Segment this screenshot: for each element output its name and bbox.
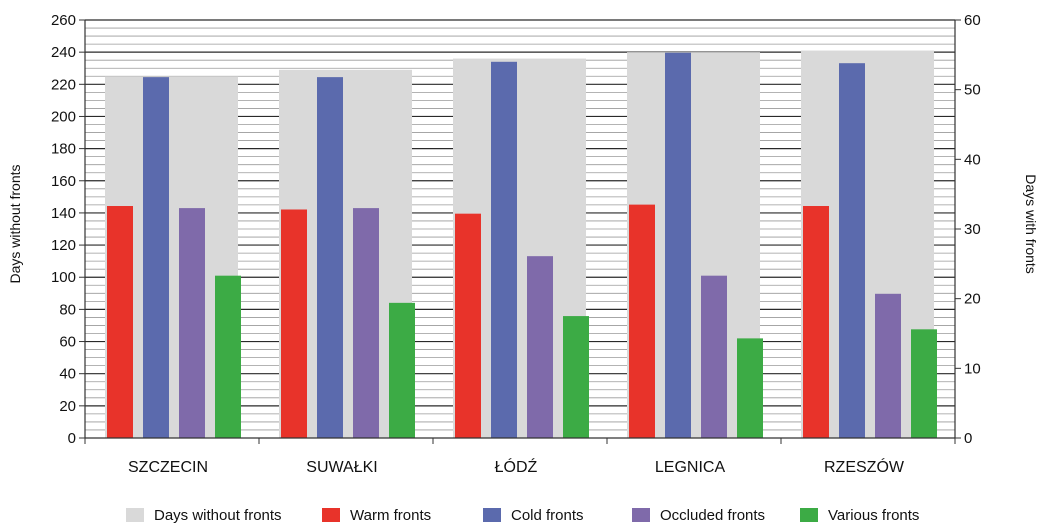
bar-cold-fronts (665, 52, 691, 438)
left-tick-label: 240 (51, 44, 76, 61)
right-axis-ticks: 0 10 20 30 40 50 60 (955, 12, 981, 447)
bar-various-fronts (737, 338, 763, 438)
legend-label: Days without fronts (154, 507, 282, 524)
bar-occluded-fronts (875, 293, 901, 438)
bar-warm-fronts (629, 204, 655, 438)
bar-various-fronts (215, 275, 241, 438)
bar-various-fronts (389, 302, 415, 438)
right-axis-title: Days with fronts (1023, 174, 1038, 274)
right-tick-label: 50 (964, 82, 981, 99)
left-tick-label: 140 (51, 205, 76, 222)
left-tick-label: 100 (51, 269, 76, 286)
left-tick-label: 60 (59, 334, 76, 351)
legend-label: Various fronts (828, 507, 919, 524)
legend-label: Cold fronts (511, 507, 584, 524)
legend-swatch (483, 508, 501, 522)
bar-occluded-fronts (701, 275, 727, 438)
left-tick-label: 200 (51, 108, 76, 125)
category-label: LEGNICA (655, 459, 726, 476)
bar-warm-fronts (107, 206, 133, 438)
left-axis-title: Days without fronts (7, 164, 23, 283)
bar-occluded-fronts (353, 208, 379, 438)
left-tick-label: 180 (51, 141, 76, 158)
left-tick-label: 160 (51, 173, 76, 190)
bar-warm-fronts (455, 213, 481, 438)
legend-label: Warm fronts (350, 507, 431, 524)
bar-cold-fronts (317, 77, 343, 439)
bars (105, 50, 937, 439)
bar-various-fronts (563, 316, 589, 438)
bar-cold-fronts (839, 63, 865, 439)
bar-cold-fronts (491, 61, 517, 439)
left-axis-ticks: 0 20 40 60 80 100 120 140 160 180 200 220 240 260 (51, 12, 85, 447)
legend-swatch (800, 508, 818, 522)
bar-cold-fronts (143, 77, 169, 439)
bar-various-fronts (911, 329, 937, 438)
bar-occluded-fronts (179, 208, 205, 438)
bar-warm-fronts (281, 209, 307, 438)
left-tick-label: 260 (51, 12, 76, 29)
legend: Days without fronts Warm fronts Cold front… (126, 507, 919, 524)
category-label: RZESZÓW (824, 457, 905, 476)
left-tick-label: 20 (59, 398, 76, 415)
category-labels: SZCZECIN SUWAŁKI ŁÓDŹ LEGNICA RZESZÓW (128, 457, 905, 476)
right-tick-label: 10 (964, 360, 981, 377)
right-tick-label: 40 (964, 151, 981, 168)
right-tick-label: 20 (964, 291, 981, 308)
category-label: SUWAŁKI (306, 459, 377, 476)
left-tick-label: 120 (51, 237, 76, 254)
left-tick-label: 0 (68, 430, 76, 447)
bar-occluded-fronts (527, 256, 553, 438)
left-tick-label: 80 (59, 301, 76, 318)
right-tick-label: 30 (964, 221, 981, 238)
left-tick-label: 40 (59, 366, 76, 383)
left-tick-label: 220 (51, 76, 76, 93)
right-tick-label: 60 (964, 12, 981, 29)
right-tick-label: 0 (964, 430, 972, 447)
category-label: ŁÓDŹ (495, 457, 538, 476)
legend-swatch (322, 508, 340, 522)
category-label: SZCZECIN (128, 459, 208, 476)
legend-label: Occluded fronts (660, 507, 765, 524)
legend-swatch (632, 508, 650, 522)
bar-warm-fronts (803, 206, 829, 438)
legend-swatch (126, 508, 144, 522)
